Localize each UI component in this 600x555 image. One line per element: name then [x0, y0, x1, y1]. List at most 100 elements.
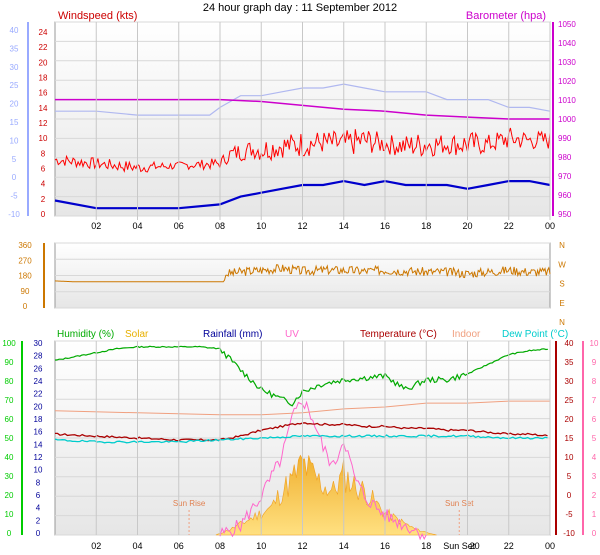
y-tick-temperature: 30 — [565, 377, 574, 386]
y-tick-humidity: 30 — [5, 472, 14, 481]
y-tick-baro: 1050 — [558, 20, 576, 29]
x-tick-label: 14 — [339, 541, 349, 551]
y-tick-rain: 26 — [34, 364, 43, 373]
panel-wind-x-ticks: 02 04 06 08 10 12 14 16 18 20 22 00 — [91, 22, 555, 231]
y-tick-baro: 1000 — [558, 115, 576, 124]
x-tick-label: 18 — [421, 221, 431, 231]
x-tick-label: 10 — [256, 541, 266, 551]
y-tick-uv: 5 — [592, 434, 597, 443]
y-tick-rain: 18 — [34, 415, 43, 424]
x-tick-label: 16 — [380, 221, 390, 231]
compass-label: N — [559, 241, 565, 250]
y-tick-temperature: 5 — [567, 472, 572, 481]
series-uv — [219, 400, 427, 541]
y-tick-wind: 20 — [10, 100, 19, 109]
y-tick-baro: 970 — [558, 172, 572, 181]
y-tick-wind: -5 — [10, 192, 18, 201]
series-direction — [54, 264, 551, 283]
y-tick-uv: 4 — [592, 453, 597, 462]
x-tick-label-sunset: Sun Set — [443, 541, 476, 551]
y-tick-rain: 6 — [36, 491, 41, 500]
y-tick-uv: 6 — [592, 415, 597, 424]
panel-direction-axes: 360 270 180 90 0 N W S E N — [18, 241, 566, 327]
sunset-label: Sun Set — [445, 499, 474, 508]
y-tick-wind-inner: 10 — [39, 134, 48, 143]
y-tick-humidity: 80 — [5, 377, 14, 386]
y-tick-rain: 12 — [34, 453, 43, 462]
x-tick-label: 14 — [339, 221, 349, 231]
y-tick-rain: 0 — [36, 529, 41, 538]
y-tick-humidity: 10 — [5, 510, 14, 519]
y-tick-wind-inner: 6 — [41, 165, 46, 174]
x-tick-label: 08 — [215, 221, 225, 231]
y-tick-baro: 960 — [558, 191, 572, 200]
y-tick-wind: 35 — [10, 44, 19, 53]
x-tick-label: 12 — [297, 541, 307, 551]
compass-label: S — [559, 280, 564, 289]
legend-item: Solar — [125, 329, 149, 340]
y-tick-temperature: 15 — [565, 434, 574, 443]
series-gust-line — [55, 83, 551, 116]
y-tick-baro: 950 — [558, 210, 572, 219]
y-tick-humidity: 20 — [5, 491, 14, 500]
legend-item: UV — [285, 329, 299, 340]
y-tick-rain: 16 — [34, 428, 43, 437]
y-tick-temperature: -5 — [565, 510, 573, 519]
y-tick-direction: 180 — [18, 272, 32, 281]
y-tick-baro: 1010 — [558, 96, 576, 105]
compass-label: N — [559, 318, 565, 327]
x-tick-label: 12 — [297, 221, 307, 231]
y-tick-wind-inner: 22 — [39, 43, 48, 52]
y-tick-temperature: 0 — [567, 491, 572, 500]
y-tick-wind: -10 — [8, 210, 20, 219]
y-tick-rain: 30 — [34, 339, 43, 348]
y-tick-humidity: 40 — [5, 453, 14, 462]
y-tick-temperature: 20 — [565, 415, 574, 424]
y-tick-rain: 4 — [36, 504, 41, 513]
x-tick-label: 02 — [91, 221, 101, 231]
y-tick-temperature: 25 — [565, 396, 574, 405]
x-tick-label: 10 — [256, 221, 266, 231]
y-tick-baro: 980 — [558, 153, 572, 162]
y-tick-wind-inner: 0 — [41, 210, 46, 219]
compass-label: E — [559, 299, 564, 308]
y-tick-humidity: 100 — [2, 339, 16, 348]
y-tick-humidity: 70 — [5, 396, 14, 405]
panel-direction-grid — [55, 242, 550, 309]
y-tick-rain: 2 — [36, 516, 41, 525]
legend-windspeed: Windspeed (kts) — [58, 10, 137, 22]
y-tick-wind-inner: 14 — [39, 104, 48, 113]
y-tick-uv: 10 — [590, 339, 599, 348]
y-tick-wind: 0 — [12, 173, 17, 182]
y-tick-uv: 2 — [592, 491, 597, 500]
y-tick-wind-inner: 8 — [41, 149, 46, 158]
y-tick-wind-inner: 20 — [39, 58, 48, 67]
y-tick-uv: 1 — [592, 510, 597, 519]
y-tick-humidity: 50 — [5, 434, 14, 443]
y-tick-direction: 360 — [18, 241, 32, 250]
y-tick-wind-inner: 18 — [39, 74, 48, 83]
y-tick-baro: 1040 — [558, 39, 576, 48]
y-tick-uv: 8 — [592, 377, 597, 386]
panel-wind-axes: 4035302520151050-5-102422201816141210864… — [8, 20, 576, 219]
panel-direction-series — [54, 264, 551, 283]
y-tick-uv: 0 — [592, 529, 597, 538]
chart-title: 24 hour graph day : 11 September 2012 — [203, 2, 397, 14]
y-tick-baro: 1030 — [558, 58, 576, 67]
panel-climate-axes: 1009080706050403020100302826242220181614… — [2, 339, 599, 538]
x-tick-label: 04 — [132, 221, 142, 231]
x-tick-label: 22 — [504, 541, 514, 551]
legend-barometer: Barometer (hpa) — [466, 10, 546, 22]
y-tick-wind-inner: 4 — [41, 180, 46, 189]
x-tick-label: 20 — [462, 221, 472, 231]
y-tick-rain: 24 — [34, 377, 43, 386]
x-tick-label: 00 — [545, 541, 555, 551]
y-tick-wind-inner: 16 — [39, 89, 48, 98]
x-tick-label: 06 — [174, 221, 184, 231]
y-tick-uv: 3 — [592, 472, 597, 481]
y-tick-direction: 0 — [23, 302, 28, 311]
y-tick-wind-inner: 12 — [39, 119, 48, 128]
y-tick-rain: 8 — [36, 478, 41, 487]
